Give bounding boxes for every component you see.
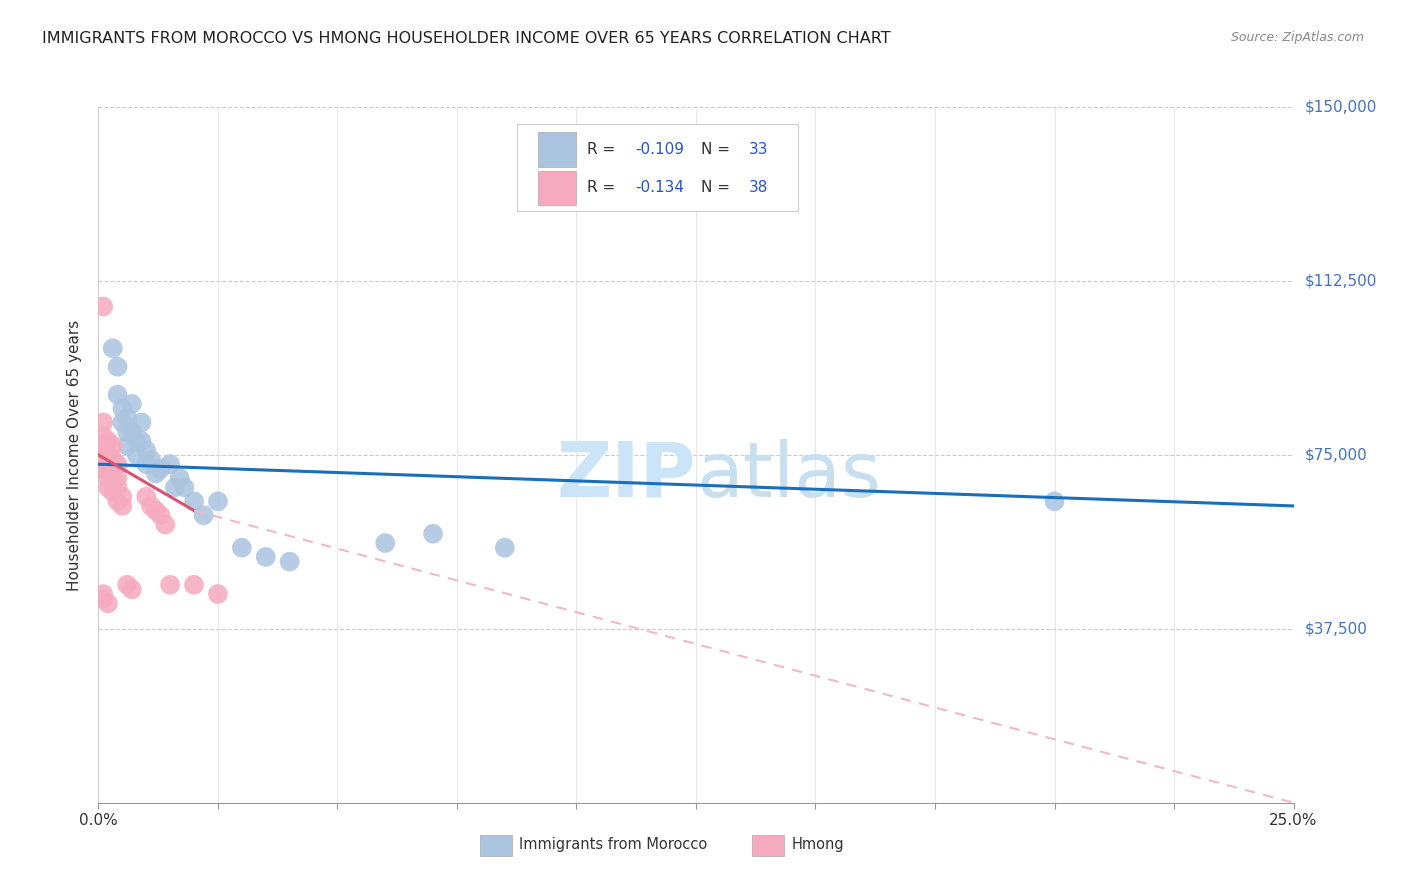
FancyBboxPatch shape [517,124,797,211]
Point [91,300,114,314]
Point [145,503,167,517]
Point [111,401,134,416]
Text: Source: ZipAtlas.com: Source: ZipAtlas.com [1230,31,1364,45]
Point [131,434,153,448]
Point [97,462,120,476]
Text: Immigrants from Morocco: Immigrants from Morocco [519,837,707,852]
Point [107,480,129,494]
Point [155,517,177,532]
Point [207,587,229,601]
Point [131,416,153,430]
Point [107,359,129,374]
Point [115,410,138,425]
Point [121,425,143,439]
Point [115,578,138,592]
Point [163,480,186,494]
Point [183,494,205,508]
Point [125,448,148,462]
Point [107,471,129,485]
Text: N =: N = [700,180,734,195]
Point [107,494,129,508]
Point [422,526,444,541]
Text: IMMIGRANTS FROM MOROCCO VS HMONG HOUSEHOLDER INCOME OVER 65 YEARS CORRELATION CH: IMMIGRANTS FROM MOROCCO VS HMONG HOUSEHO… [42,31,891,46]
Point [149,508,172,523]
Text: Hmong: Hmong [792,837,844,852]
Text: -0.109: -0.109 [636,142,685,157]
Point [107,387,129,401]
Text: -0.134: -0.134 [636,180,685,195]
Point [135,457,157,471]
Text: R =: R = [588,180,620,195]
Point [101,462,124,476]
Point [135,443,157,458]
Point [254,549,277,564]
Point [97,596,120,610]
Point [145,467,167,481]
Point [183,578,205,592]
Point [115,425,138,439]
FancyBboxPatch shape [752,835,785,855]
Point [97,471,120,485]
Point [101,452,124,467]
Point [125,434,148,448]
Point [111,490,134,504]
Point [1043,494,1066,508]
Point [169,471,191,485]
Point [231,541,253,555]
Point [139,499,162,513]
Point [135,490,157,504]
Point [115,439,138,453]
Text: ZIP: ZIP [557,439,696,513]
Text: 33: 33 [748,142,768,157]
FancyBboxPatch shape [479,835,512,855]
Text: 38: 38 [748,180,768,195]
Point [374,536,396,550]
Point [97,457,120,471]
FancyBboxPatch shape [538,132,576,167]
Point [149,462,172,476]
Y-axis label: Householder Income Over 65 years: Householder Income Over 65 years [67,319,83,591]
Point [91,416,114,430]
Point [101,471,124,485]
Point [97,448,120,462]
Point [91,587,114,601]
Point [121,397,143,411]
Text: R =: R = [588,142,620,157]
Point [121,582,143,597]
Point [278,555,301,569]
Point [173,480,195,494]
Text: $75,000: $75,000 [1305,448,1368,462]
Text: $112,500: $112,500 [1305,274,1376,288]
Point [107,457,129,471]
Point [97,434,120,448]
Text: $37,500: $37,500 [1305,622,1368,636]
Text: atlas: atlas [696,439,880,513]
Point [494,541,516,555]
Point [97,480,120,494]
Point [159,578,181,592]
Point [91,448,114,462]
Point [101,439,124,453]
Point [207,494,229,508]
Point [111,499,134,513]
Point [91,462,114,476]
FancyBboxPatch shape [538,170,576,205]
Point [91,429,114,443]
Point [111,416,134,430]
Point [193,508,215,523]
Point [101,341,124,355]
Point [159,457,181,471]
Point [139,452,162,467]
Point [91,439,114,453]
Point [91,452,114,467]
Text: N =: N = [700,142,734,157]
Point [91,591,114,606]
Point [101,480,124,494]
Point [101,485,124,500]
Text: $150,000: $150,000 [1305,100,1376,114]
